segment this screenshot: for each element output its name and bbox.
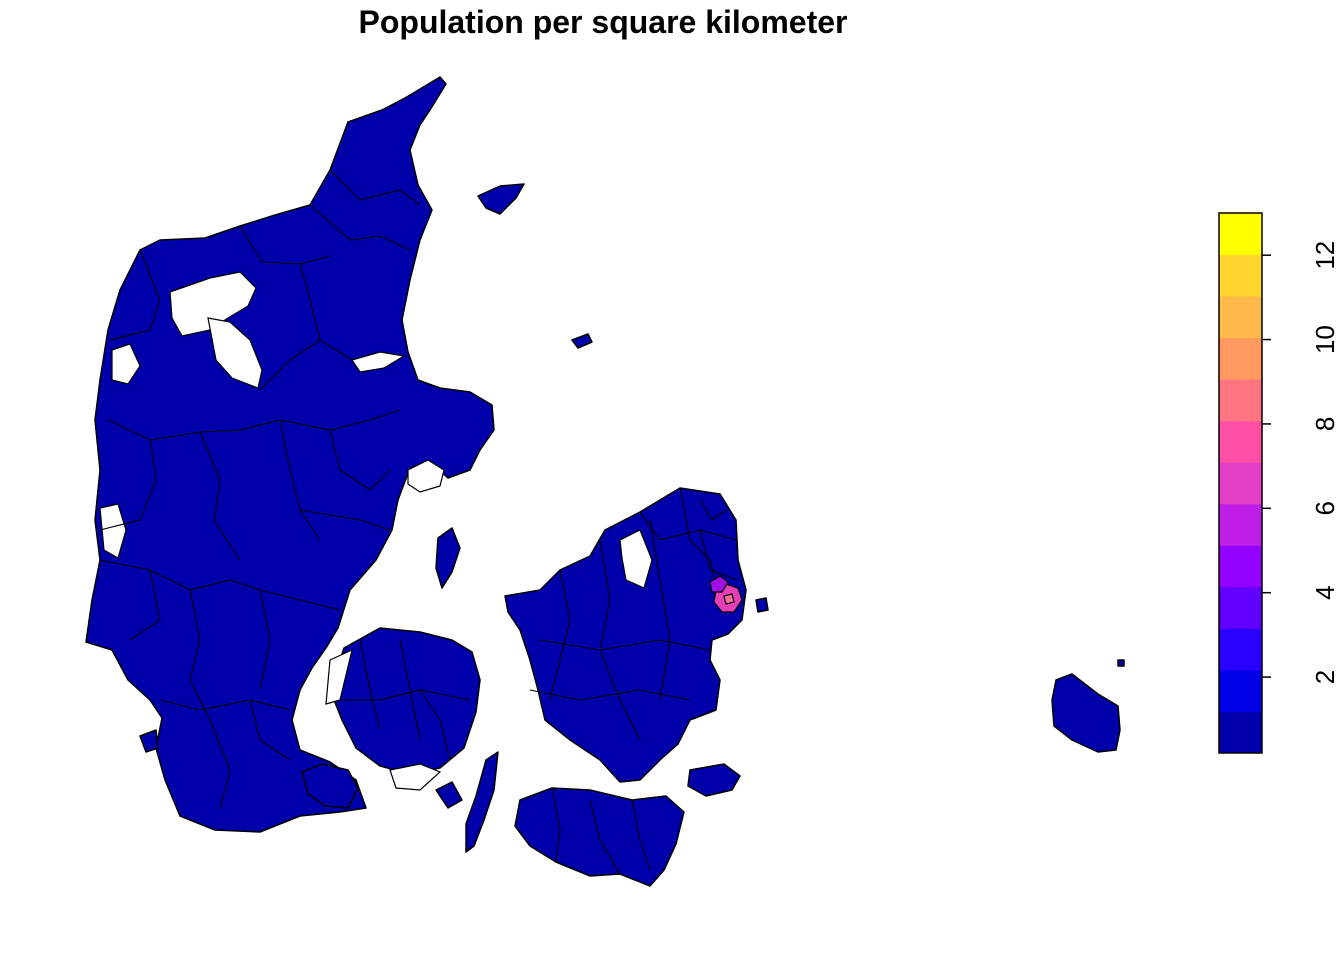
small-island: [435, 781, 463, 809]
langeland-region: [465, 751, 499, 853]
legend-band: [1219, 503, 1262, 546]
legend-band: [1219, 296, 1262, 339]
legend-tick-label: 12: [1310, 241, 1340, 270]
legend-band: [1219, 586, 1262, 629]
legend-tick-label: 10: [1310, 325, 1340, 354]
legend-band: [1219, 337, 1262, 380]
funen-region: [329, 627, 481, 775]
legend-band: [1219, 254, 1262, 297]
map-title: Population per square kilometer: [358, 4, 848, 40]
zealand-region: [504, 487, 747, 783]
legend-band: [1219, 462, 1262, 505]
frederiksberg-highlight: [709, 575, 729, 593]
bornholm-region: [1051, 673, 1121, 753]
legend-color-bands: [1219, 213, 1262, 754]
small-island: [755, 597, 769, 613]
legend-band: [1219, 379, 1262, 422]
south-sea-water: [389, 763, 442, 791]
jutland-region: [85, 76, 495, 833]
legend-band: [1219, 213, 1262, 256]
isefjord-water: [619, 529, 653, 589]
legend-frame: [1218, 212, 1263, 754]
legend-ticks: 2 4 6 8 10 12: [1262, 241, 1340, 684]
small-island: [1117, 659, 1125, 667]
belt-water: [325, 648, 353, 705]
ringkobing-water: [99, 503, 127, 559]
kattegat-bay: [407, 459, 445, 493]
legend-tick-label: 8: [1310, 417, 1340, 431]
nissum-water: [111, 343, 141, 385]
small-island: [139, 729, 159, 753]
mariager-water: [351, 351, 406, 373]
legend-band: [1219, 669, 1262, 712]
laesoe-region: [477, 183, 525, 215]
moen-region: [687, 763, 741, 797]
legend-tick-label: 6: [1310, 501, 1340, 515]
samsoe-region: [435, 527, 461, 589]
legend-band: [1219, 545, 1262, 588]
limfjord-water: [169, 271, 257, 337]
legend-band: [1219, 420, 1262, 463]
legend-band: [1219, 628, 1262, 671]
legend-tick-label: 2: [1310, 670, 1340, 684]
limfjord-water: [207, 317, 263, 389]
anholt-region: [571, 333, 593, 349]
legend-band: [1219, 711, 1262, 754]
copenhagen-center: [723, 593, 735, 605]
als-region: [301, 763, 359, 809]
legend-tick-label: 4: [1310, 585, 1340, 599]
